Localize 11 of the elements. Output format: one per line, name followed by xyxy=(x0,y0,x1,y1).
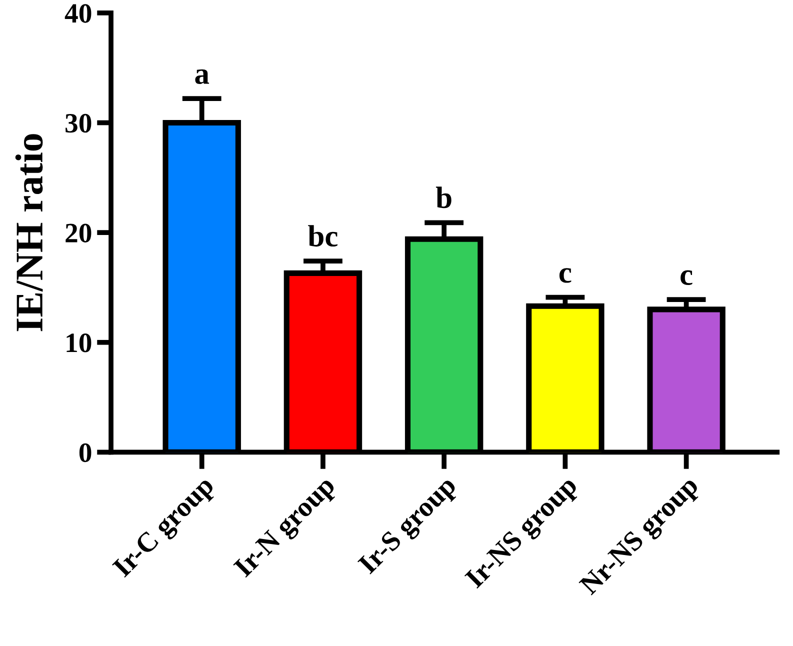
y-tick-label: 0 xyxy=(79,443,92,462)
annotation: c xyxy=(680,270,692,285)
y-tick-label: 20 xyxy=(66,224,92,242)
annotation: b xyxy=(436,186,452,208)
y-tick-label: 10 xyxy=(66,334,92,352)
annotation: c xyxy=(559,268,572,283)
y-tick-label: 40 xyxy=(64,4,92,23)
annotation: bc xyxy=(308,225,338,247)
y-axis-title: IE/NH ratio xyxy=(15,134,43,332)
y-tick-label: 30 xyxy=(66,114,92,133)
annotation: a xyxy=(195,69,210,84)
